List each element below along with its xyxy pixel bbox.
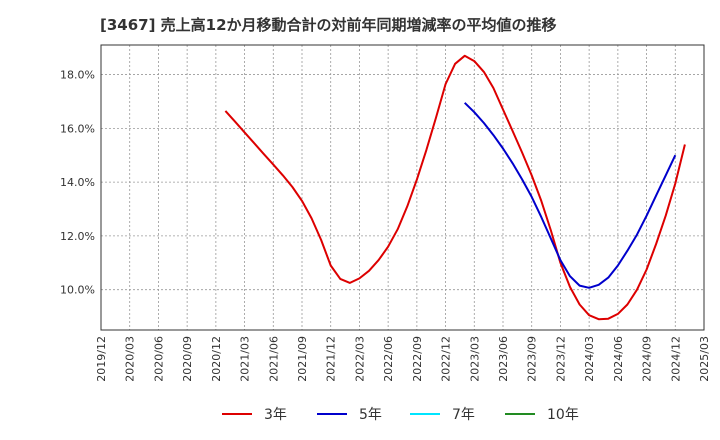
legend-item: 3年 (222, 407, 287, 423)
chart-title: [3467] 売上高12か月移動合計の対前年同期増減率の平均値の推移 (100, 16, 557, 34)
x-tick-label: 2021/12 (325, 336, 338, 382)
x-axis-ticks: 2019/12 2020/03 2020/06 2020/09 2020/12 2021/… (95, 336, 711, 382)
y-tick-label: 18.0% (60, 69, 95, 82)
x-tick-label: 2020/12 (210, 336, 223, 382)
y-tick-label: 12.0% (60, 230, 95, 243)
x-tick-label: 2024/06 (612, 336, 625, 382)
x-tick-label: 2021/09 (296, 336, 309, 382)
x-tick-label: 2024/03 (583, 336, 596, 382)
x-tick-label: 2023/09 (526, 336, 539, 382)
series-line-5年 (464, 102, 677, 289)
x-tick-label: 2022/06 (382, 336, 395, 382)
legend-label: 5年 (359, 407, 382, 423)
x-tick-label: 2023/12 (554, 336, 567, 382)
x-tick-label: 2022/03 (353, 336, 366, 382)
legend: 3年 5年 7年 10年 (222, 407, 579, 423)
x-tick-label: 2021/03 (239, 336, 252, 382)
y-axis-ticks: 10.0% 12.0% 14.0% 16.0% 18.0% (60, 69, 95, 297)
x-tick-label: 2023/06 (497, 336, 510, 382)
legend-label: 7年 (452, 407, 475, 423)
x-tick-label: 2023/03 (468, 336, 481, 382)
series-line-3年 (224, 54, 686, 321)
legend-item: 10年 (505, 407, 579, 423)
x-tick-label: 2024/09 (641, 336, 654, 382)
x-tick-label: 2020/03 (124, 336, 137, 382)
x-tick-label: 2022/09 (411, 336, 424, 382)
x-tick-label: 2020/09 (181, 336, 194, 382)
x-tick-label: 2022/12 (440, 336, 453, 382)
grid-lines (101, 45, 704, 330)
legend-label: 10年 (547, 407, 579, 423)
x-tick-label: 2021/06 (267, 336, 280, 382)
x-tick-label: 2020/06 (152, 336, 165, 382)
x-tick-label: 2024/12 (669, 336, 682, 382)
y-tick-label: 10.0% (60, 284, 95, 297)
series-lines (224, 54, 686, 321)
y-tick-label: 16.0% (60, 122, 95, 135)
y-tick-label: 14.0% (60, 176, 95, 189)
legend-item: 7年 (410, 407, 475, 423)
x-tick-label: 2019/12 (95, 336, 108, 382)
plot-frame (100, 44, 705, 331)
legend-label: 3年 (264, 407, 287, 423)
x-tick-label: 2025/03 (698, 336, 711, 382)
legend-item: 5年 (317, 407, 382, 423)
